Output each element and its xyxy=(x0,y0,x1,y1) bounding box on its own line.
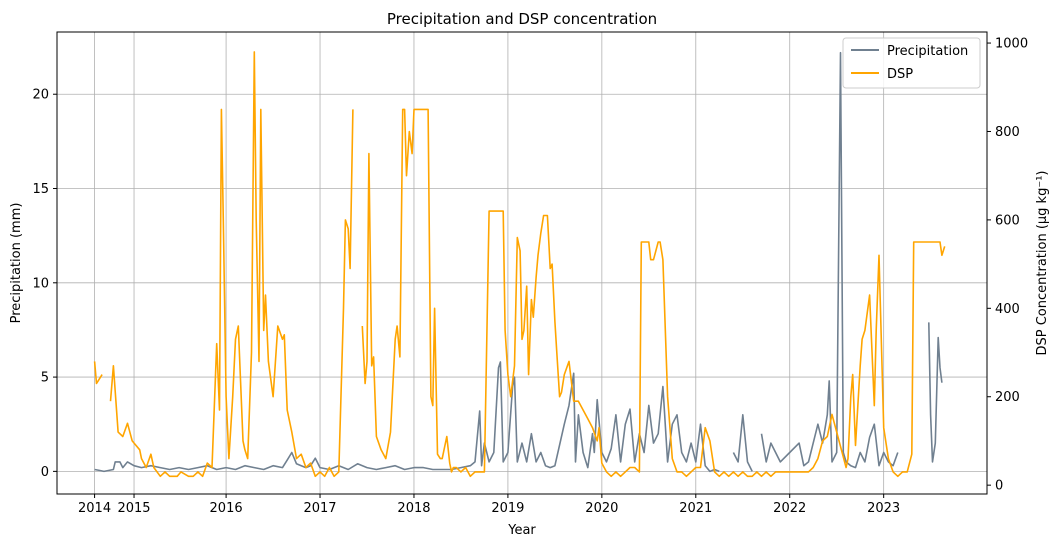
x-tick-label: 2014 xyxy=(78,501,111,516)
series-line-dsp xyxy=(109,51,354,478)
x-tick-label: 2021 xyxy=(679,501,712,516)
legend-label-dsp: DSP xyxy=(887,67,913,82)
series-line-dsp xyxy=(361,108,946,478)
series-layer xyxy=(93,51,946,478)
series-line-precipitation xyxy=(732,414,753,472)
left-tick-label: 0 xyxy=(41,465,49,480)
chart-title: Precipitation and DSP concentration xyxy=(387,10,657,28)
legend-label-precipitation: Precipitation xyxy=(887,44,968,59)
series-line-dsp xyxy=(93,361,103,385)
right-axis-ticks: 0 200 400 600 800 1000 xyxy=(987,37,1028,494)
x-tick-label: 2022 xyxy=(773,501,806,516)
x-tick-label: 2017 xyxy=(303,501,336,516)
x-tick-label: 2016 xyxy=(210,501,243,516)
x-tick-label: 2015 xyxy=(117,501,150,516)
left-tick-label: 20 xyxy=(32,88,49,103)
x-tick-label: 2018 xyxy=(397,501,430,516)
right-tick-label: 200 xyxy=(995,390,1020,405)
x-axis-ticks: 2014 2015 2016 2017 2018 2019 2020 2021 2022 2023 xyxy=(78,494,900,516)
left-tick-label: 5 xyxy=(41,371,49,386)
right-axis-label: DSP Concentration (µg kg⁻¹) xyxy=(1035,171,1050,356)
series-line-precipitation xyxy=(928,322,943,463)
series-line-precipitation xyxy=(760,51,899,469)
legend: Precipitation DSP xyxy=(842,37,981,89)
left-axis-ticks: 0 5 10 15 20 xyxy=(32,88,57,480)
plot-frame xyxy=(56,31,988,495)
x-tick-label: 2019 xyxy=(491,501,524,516)
left-axis-label: Precipitation (mm) xyxy=(9,203,24,324)
x-tick-label: 2020 xyxy=(585,501,618,516)
series-line-precipitation xyxy=(94,361,720,473)
right-tick-label: 400 xyxy=(995,302,1020,317)
left-tick-label: 10 xyxy=(32,276,49,291)
grid-lines xyxy=(57,32,987,494)
right-tick-label: 1000 xyxy=(995,37,1028,52)
right-tick-label: 0 xyxy=(995,479,1003,494)
x-tick-label: 2023 xyxy=(867,501,900,516)
left-tick-label: 15 xyxy=(32,182,49,197)
right-tick-label: 800 xyxy=(995,125,1020,140)
x-axis-label: Year xyxy=(507,523,536,538)
right-tick-label: 600 xyxy=(995,213,1020,228)
